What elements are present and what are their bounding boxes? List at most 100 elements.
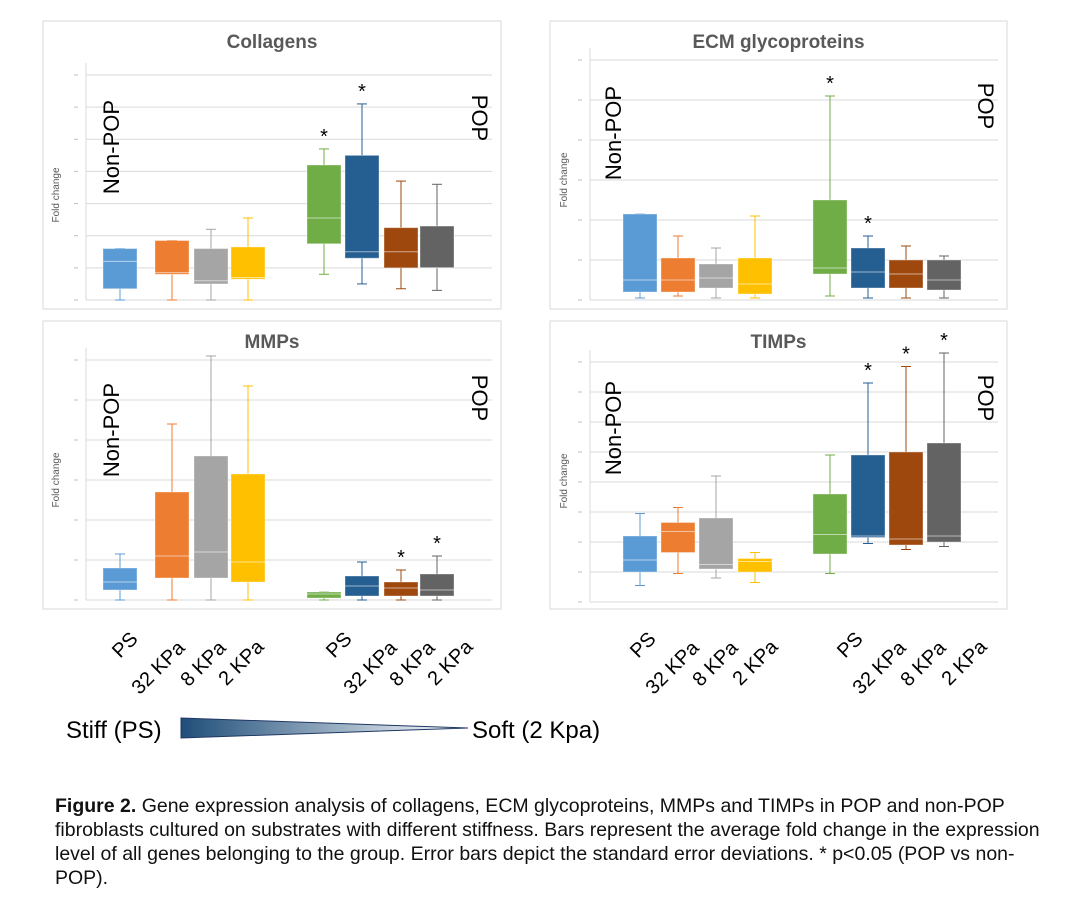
caption-bold: Figure 2. <box>55 795 137 817</box>
box-iqr <box>737 558 773 573</box>
group-label-non-pop: Non-POP <box>99 383 124 477</box>
box-pop-0: * <box>812 73 848 297</box>
box-iqr <box>926 442 962 543</box>
x-tick-label: PS <box>626 628 660 662</box>
group-label-pop: POP <box>467 95 492 141</box>
group-label-non-pop: Non-POP <box>601 86 626 180</box>
caption-text: Gene expression analysis of collagens, E… <box>55 795 1040 889</box>
box-pop-3: * <box>419 533 455 601</box>
box-iqr <box>622 213 658 293</box>
significance-star: * <box>433 533 441 555</box>
box-pop-3: * <box>926 330 962 547</box>
box-non-pop-3 <box>230 217 266 301</box>
stiffness-scale: Stiff (PS) Soft (2 Kpa) <box>66 717 600 744</box>
box-iqr <box>737 257 773 295</box>
panel-title: Collagens <box>227 32 318 53</box>
box-iqr <box>154 491 190 579</box>
box-non-pop-2 <box>193 355 229 601</box>
box-pop-2 <box>888 245 924 299</box>
box-iqr <box>622 535 658 573</box>
box-pop-1 <box>344 561 380 601</box>
box-non-pop-0 <box>622 513 658 586</box>
x-tick-label: PS <box>833 628 867 662</box>
box-pop-0: * <box>306 126 342 275</box>
box-pop-0 <box>812 454 848 574</box>
box-non-pop-3 <box>737 552 773 583</box>
group-label-pop: POP <box>973 375 998 421</box>
box-pop-1: * <box>850 360 886 544</box>
box-iqr <box>812 199 848 275</box>
box-iqr <box>698 517 734 570</box>
box-iqr <box>850 247 886 289</box>
box-pop-3 <box>926 255 962 299</box>
significance-star: * <box>320 126 328 148</box>
panel-frame <box>42 320 502 610</box>
box-non-pop-1 <box>660 507 696 574</box>
panel-title: ECM glycoproteins <box>692 32 864 53</box>
box-iqr <box>193 455 229 579</box>
chart-panel: MMPs Fold change Non-POP POP * * <box>42 320 502 610</box>
x-tick-label: PS <box>108 628 142 662</box>
significance-star: * <box>940 330 948 352</box>
box-iqr <box>419 225 455 269</box>
box-non-pop-2 <box>193 228 229 301</box>
box-iqr <box>102 248 138 290</box>
box-non-pop-3 <box>230 385 266 601</box>
significance-star: * <box>397 547 405 569</box>
box-pop-1: * <box>850 213 886 299</box>
box-pop-2: * <box>888 344 924 550</box>
x-tick-label: 2 KPa <box>423 635 478 690</box>
box-iqr <box>193 248 229 285</box>
box-iqr <box>344 154 380 259</box>
stiffness-right-label: Soft (2 Kpa) <box>472 717 600 744</box>
x-tick-label: 2 KPa <box>937 635 992 690</box>
box-pop-3 <box>419 183 455 291</box>
significance-star: * <box>864 360 872 382</box>
x-tick-label: 2 KPa <box>214 635 269 690</box>
box-iqr <box>383 581 419 597</box>
box-iqr <box>850 454 886 538</box>
box-non-pop-2 <box>698 475 734 579</box>
chart-panels: Collagens Fold change Non-POP POP * * ECM glyc… <box>42 20 1008 610</box>
box-iqr <box>230 246 266 280</box>
group-label-non-pop: Non-POP <box>601 381 626 475</box>
significance-star: * <box>864 213 872 235</box>
box-iqr <box>419 573 455 597</box>
box-pop-2: * <box>383 547 419 601</box>
box-non-pop-1 <box>154 423 190 601</box>
y-axis-label: Fold change <box>51 452 62 507</box>
box-non-pop-3 <box>737 215 773 299</box>
figure-caption: Figure 2. Gene expression analysis of co… <box>55 794 1065 890</box>
group-label-pop: POP <box>467 375 492 421</box>
chart-panel: TIMPs Fold change Non-POP POP * * * <box>549 320 1008 610</box>
box-iqr <box>812 493 848 555</box>
box-iqr <box>230 473 266 583</box>
y-axis-label: Fold change <box>51 167 62 222</box>
box-iqr <box>888 451 924 546</box>
y-axis-label: Fold change <box>559 152 570 207</box>
box-non-pop-0 <box>102 553 138 601</box>
box-non-pop-1 <box>154 240 190 301</box>
x-tick-label: PS <box>322 628 356 662</box>
y-axis-label: Fold change <box>559 453 570 508</box>
significance-star: * <box>358 81 366 103</box>
box-iqr <box>306 164 342 245</box>
x-tick-label: 2 KPa <box>728 635 783 690</box>
box-iqr <box>383 227 419 269</box>
box-non-pop-0 <box>102 248 138 301</box>
chart-panel: ECM glycoproteins Fold change Non-POP POP * * <box>549 20 1008 310</box>
box-iqr <box>660 522 696 553</box>
box-pop-2 <box>383 180 419 290</box>
x-tick-label: 8 KPa <box>896 636 951 691</box>
significance-star: * <box>826 73 834 95</box>
chart-panel: Collagens Fold change Non-POP POP * * <box>42 20 502 310</box>
stiffness-gradient-wedge <box>180 717 469 739</box>
stiffness-left-label: Stiff (PS) <box>66 717 162 744</box>
box-pop-1: * <box>344 81 380 285</box>
box-non-pop-1 <box>660 235 696 297</box>
box-pop-0 <box>306 591 342 601</box>
group-label-non-pop: Non-POP <box>99 100 124 194</box>
box-iqr <box>660 257 696 293</box>
